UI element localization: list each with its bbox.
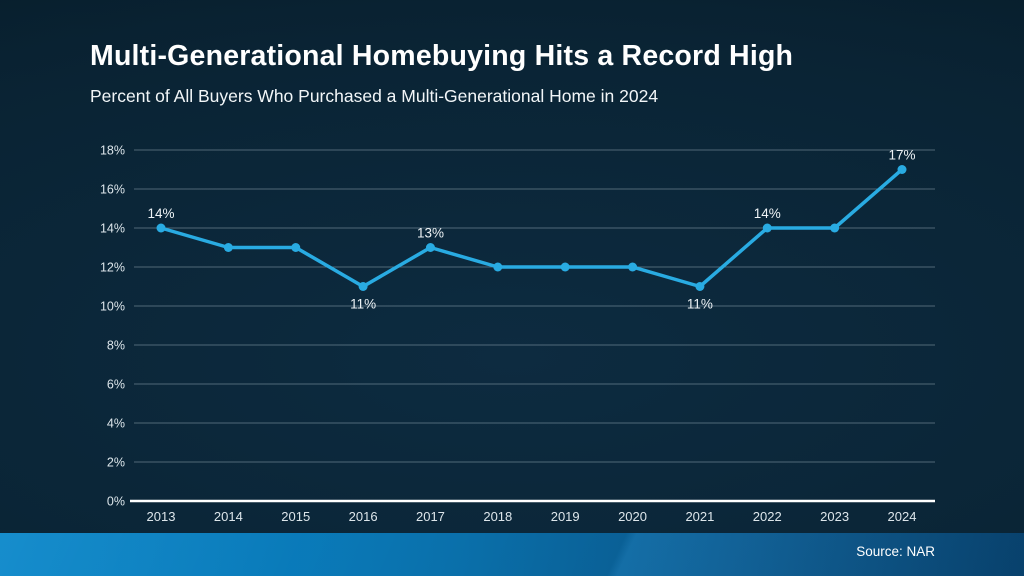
x-axis-tick-label: 2015 [281, 509, 310, 524]
data-point-label: 17% [888, 148, 915, 163]
data-point-label: 11% [350, 297, 376, 312]
y-axis-tick-label: 0% [107, 495, 125, 509]
x-axis-tick-label: 2024 [888, 509, 917, 524]
data-line [159, 167, 904, 289]
data-point-label: 11% [687, 297, 713, 312]
x-axis-tick-label: 2016 [349, 509, 378, 524]
y-axis-tick-label: 4% [107, 417, 125, 431]
y-axis-tick-label: 14% [100, 222, 125, 236]
y-axis-tick-label: 10% [100, 300, 125, 314]
data-point [897, 165, 907, 174]
data-point [425, 243, 435, 252]
y-axis-tick-label: 2% [107, 456, 125, 470]
x-axis-tick-label: 2014 [214, 509, 243, 524]
footer-bar: Source: NAR [0, 533, 1024, 576]
y-axis-tick-label: 6% [107, 378, 125, 392]
source-attribution: Source: NAR [856, 544, 935, 559]
line-chart: 0% 2% 4% 6% 8% 10% 12% 14% 16% 18% 2013 2014 2015 201… [100, 144, 935, 524]
x-axis-tick-label: 2019 [551, 509, 580, 524]
data-point-label: 13% [417, 226, 444, 241]
chart-subtitle: Percent of All Buyers Who Purchased a Mu… [90, 86, 659, 106]
x-axis-tick-label: 2020 [618, 509, 647, 524]
y-axis-tick-label: 8% [107, 339, 125, 353]
x-axis-tick-label: 2013 [147, 509, 176, 524]
x-axis-tick-label: 2021 [685, 509, 714, 524]
x-axis-tick-label: 2023 [820, 509, 849, 524]
data-point [830, 223, 840, 233]
data-point [493, 262, 503, 272]
data-point [156, 223, 166, 233]
y-axis-tick-label: 16% [100, 183, 125, 197]
data-point [628, 262, 638, 272]
data-point-label: 14% [754, 206, 781, 221]
x-axis-tick-label: 2017 [416, 509, 445, 524]
data-point [358, 282, 368, 291]
chart-title: Multi-Generational Homebuying Hits a Rec… [90, 40, 794, 72]
data-point [762, 223, 772, 233]
data-point [223, 243, 233, 252]
data-point [291, 243, 301, 252]
y-axis-tick-label: 12% [100, 261, 125, 275]
data-point [560, 262, 570, 272]
data-point [695, 282, 705, 291]
y-axis-tick-label: 18% [100, 144, 125, 158]
x-axis-tick-label: 2022 [753, 509, 782, 524]
data-point-label: 14% [147, 206, 174, 221]
x-axis-tick-label: 2018 [483, 509, 512, 524]
